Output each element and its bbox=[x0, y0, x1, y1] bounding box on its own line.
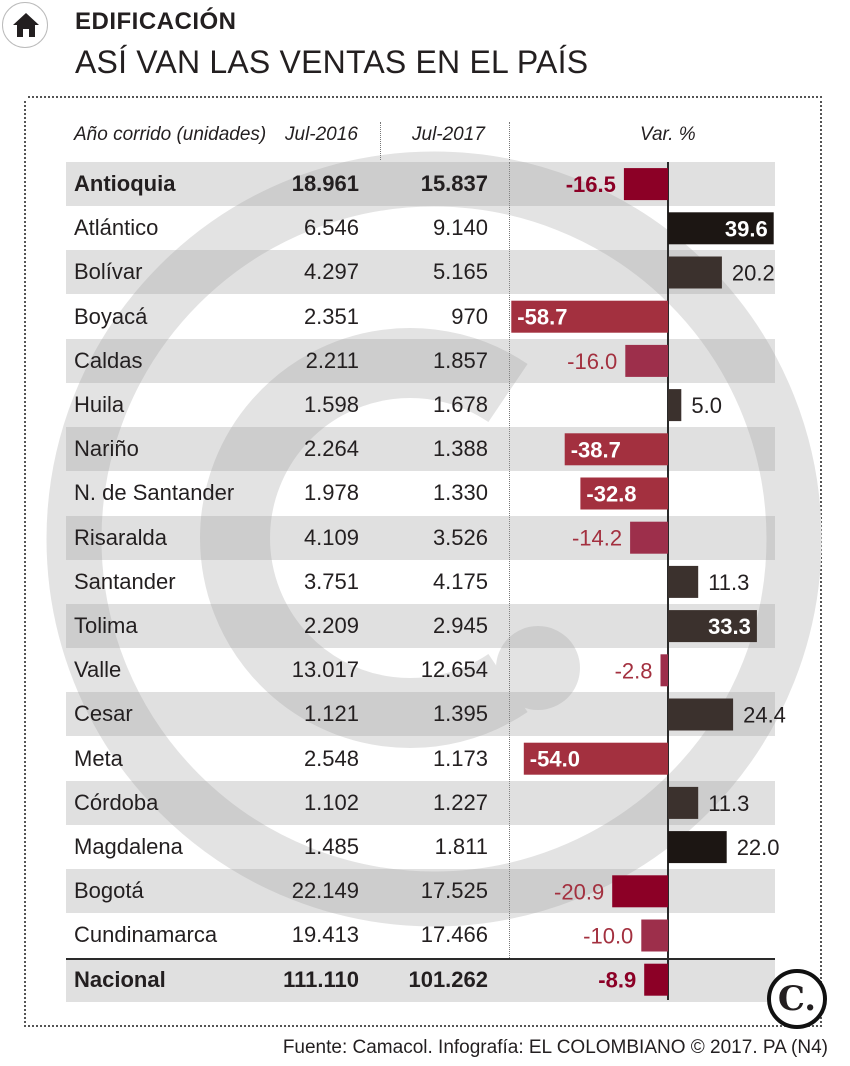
value-jul2016: 2.351 bbox=[303, 303, 359, 329]
value-jul2016: 18.961 bbox=[291, 171, 359, 196]
value-jul2017: 101.262 bbox=[408, 966, 488, 992]
page-title: ASÍ VAN LAS VENTAS EN EL PAÍS bbox=[75, 44, 589, 80]
region-name: Antioquia bbox=[74, 171, 176, 196]
table-row: Boyacá 2.351 970 bbox=[0, 295, 850, 339]
region-name: Santander bbox=[74, 568, 176, 594]
value-jul2016: 1.485 bbox=[303, 834, 359, 859]
table-row: Atlántico 6.546 9.140 bbox=[0, 206, 850, 250]
region-name: Caldas bbox=[74, 347, 143, 373]
table-row: Nacional 111.110 101.262 bbox=[0, 957, 850, 1002]
value-jul2017: 1.678 bbox=[432, 392, 488, 417]
value-jul2016: 111.110 bbox=[283, 966, 359, 992]
table-row: Córdoba 1.102 1.227 bbox=[0, 780, 850, 825]
region-name: Cesar bbox=[74, 701, 133, 727]
home-icon bbox=[13, 13, 39, 37]
region-name: Bolívar bbox=[74, 259, 143, 285]
table-row: Tolima 2.209 2.945 bbox=[0, 604, 850, 648]
value-jul2016: 1.598 bbox=[303, 392, 359, 417]
region-name: Nacional bbox=[74, 966, 166, 992]
value-jul2016: 19.413 bbox=[291, 922, 359, 948]
value-jul2016: 1.978 bbox=[303, 480, 359, 506]
table-row: Bogotá 22.149 17.525 bbox=[0, 869, 850, 914]
value-jul2017: 15.837 bbox=[420, 171, 488, 196]
value-jul2016: 4.297 bbox=[303, 259, 359, 285]
value-jul2017: 5.165 bbox=[432, 259, 488, 285]
header-jul2017: Jul-2017 bbox=[412, 124, 485, 145]
region-name: Meta bbox=[74, 745, 123, 771]
region-name: Magdalena bbox=[74, 834, 183, 859]
value-jul2017: 17.466 bbox=[420, 922, 488, 948]
el-colombiano-logo: C. bbox=[767, 969, 827, 1029]
value-jul2017: 1.330 bbox=[432, 480, 488, 506]
table-row: Santander 3.751 4.175 bbox=[0, 560, 850, 604]
value-jul2016: 22.149 bbox=[291, 878, 359, 904]
value-jul2017: 9.140 bbox=[432, 215, 488, 241]
table-row: N. de Santander 1.978 1.330 bbox=[0, 471, 850, 515]
table-row: Cundinamarca 19.413 17.466 bbox=[0, 913, 850, 957]
value-jul2016: 2.548 bbox=[303, 745, 359, 771]
value-jul2017: 1.857 bbox=[432, 347, 488, 373]
region-name: Boyacá bbox=[74, 303, 148, 329]
region-name: Nariño bbox=[74, 436, 139, 462]
zero-axis bbox=[667, 162, 669, 1000]
home-button[interactable] bbox=[2, 2, 48, 48]
table-row: Bolívar 4.297 5.165 bbox=[0, 250, 850, 295]
value-jul2017: 1.811 bbox=[434, 834, 488, 859]
table-row: Magdalena 1.485 1.811 bbox=[0, 825, 850, 869]
value-jul2016: 13.017 bbox=[291, 657, 359, 683]
column-divider bbox=[509, 122, 510, 160]
header-var: Var. % bbox=[640, 124, 696, 145]
region-name: Bogotá bbox=[74, 878, 144, 904]
value-jul2016: 6.546 bbox=[303, 215, 359, 241]
value-jul2016: 3.751 bbox=[303, 568, 359, 594]
region-name: Córdoba bbox=[74, 789, 159, 815]
region-name: Huila bbox=[74, 392, 125, 417]
table-row: Caldas 2.211 1.857 bbox=[0, 338, 850, 383]
value-jul2017: 1.173 bbox=[432, 745, 488, 771]
table-header: Año corrido (unidades) Jul-2016 Jul-2017… bbox=[0, 120, 850, 150]
value-jul2016: 2.264 bbox=[303, 436, 359, 462]
value-jul2017: 17.525 bbox=[420, 878, 488, 904]
kicker: EDIFICACIÓN bbox=[75, 8, 237, 35]
value-jul2017: 1.227 bbox=[432, 789, 488, 815]
table-row: Nariño 2.264 1.388 bbox=[0, 427, 850, 472]
value-jul2016: 1.102 bbox=[303, 789, 359, 815]
region-name: Atlántico bbox=[74, 215, 159, 241]
value-jul2016: 2.209 bbox=[303, 613, 359, 638]
column-divider bbox=[380, 122, 381, 160]
column-divider bbox=[509, 162, 510, 958]
table-row: Antioquia 18.961 15.837 bbox=[0, 162, 850, 206]
table-row: Cesar 1.121 1.395 bbox=[0, 692, 850, 737]
value-jul2017: 12.654 bbox=[420, 657, 488, 683]
header-name: Año corrido (unidades) bbox=[74, 124, 267, 145]
value-jul2017: 1.388 bbox=[432, 436, 488, 462]
value-jul2017: 970 bbox=[451, 303, 488, 329]
table-row: Risaralda 4.109 3.526 bbox=[0, 515, 850, 560]
region-name: Cundinamarca bbox=[74, 922, 218, 948]
region-name: Tolima bbox=[74, 613, 138, 638]
region-name: Valle bbox=[74, 657, 122, 683]
table-row: Meta 2.548 1.173 bbox=[0, 737, 850, 781]
value-jul2017: 4.175 bbox=[432, 568, 488, 594]
region-name: N. de Santander bbox=[74, 480, 235, 506]
source-credit: Fuente: Camacol. Infografía: EL COLOMBIA… bbox=[282, 1037, 828, 1058]
value-jul2016: 2.211 bbox=[305, 347, 359, 373]
table-row: Valle 13.017 12.654 bbox=[0, 648, 850, 692]
value-jul2017: 2.945 bbox=[432, 613, 488, 638]
value-jul2016: 4.109 bbox=[303, 524, 359, 550]
region-name: Risaralda bbox=[74, 524, 167, 550]
value-jul2017: 3.526 bbox=[432, 524, 488, 550]
total-divider bbox=[66, 958, 775, 960]
header-jul2016: Jul-2016 bbox=[285, 124, 358, 145]
value-jul2016: 1.121 bbox=[303, 701, 359, 727]
table-row: Huila 1.598 1.678 bbox=[0, 383, 850, 427]
value-jul2017: 1.395 bbox=[432, 701, 488, 727]
